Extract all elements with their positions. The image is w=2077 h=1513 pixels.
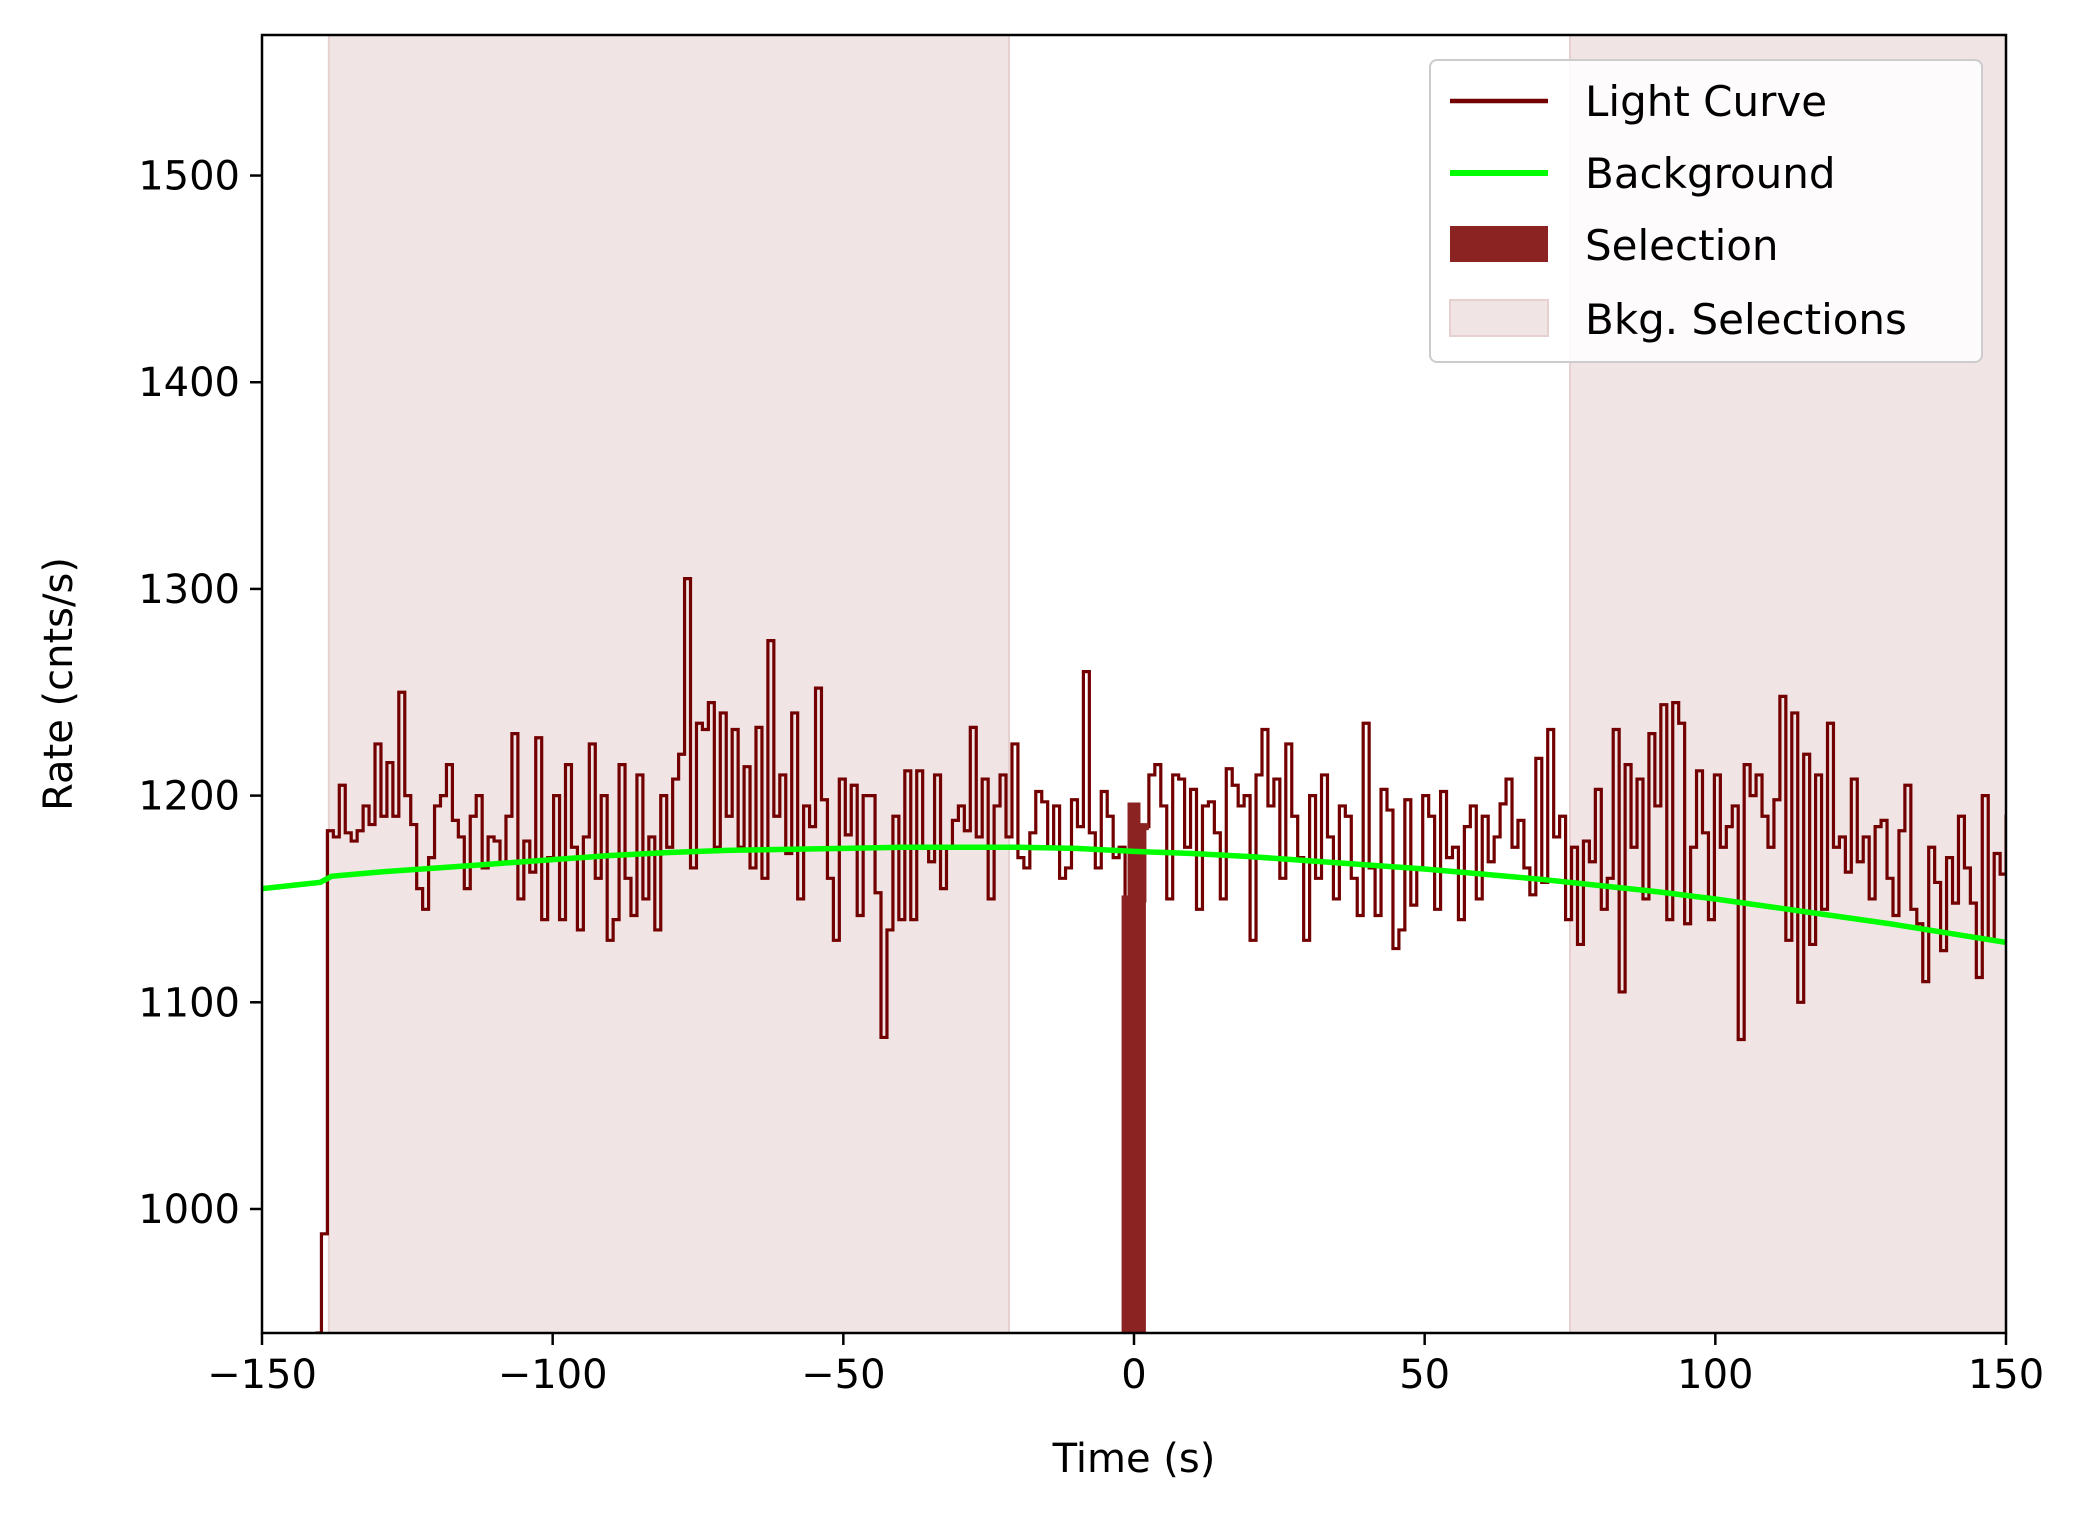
y-tick-label: 1500: [138, 154, 240, 200]
bkg-selection-region: [327, 35, 1011, 1333]
legend-light-curve-label: Light Curve: [1585, 77, 1827, 126]
light-curve-line: [315, 576, 2006, 1333]
x-tick-label: −50: [801, 1352, 885, 1398]
x-tick-label: 100: [1677, 1352, 1753, 1398]
y-tick-label: 1000: [138, 1187, 240, 1233]
y-tick-label: 1400: [138, 360, 240, 406]
x-tick-label: 0: [1121, 1352, 1146, 1398]
legend-selection-label: Selection: [1585, 221, 1779, 270]
legend-selection-swatch: [1450, 226, 1548, 262]
legend-frame: [1429, 59, 1983, 363]
y-tick-label: 1300: [138, 567, 240, 613]
x-tick-label: −150: [207, 1352, 317, 1398]
legend-background-label: Background: [1585, 149, 1836, 198]
y-axis-label: Rate (cnts/s): [36, 557, 82, 811]
x-axis: −150 −100 −50 0 50 100 150: [207, 1333, 2044, 1398]
x-tick-label: 150: [1968, 1352, 2044, 1398]
x-axis-label: Time (s): [1052, 1436, 1216, 1482]
y-tick-label: 1100: [138, 980, 240, 1026]
y-tick-label: 1200: [138, 774, 240, 820]
y-axis: 1000 1100 1200 1300 1400 1500: [138, 154, 262, 1233]
selection-region: [1128, 847, 1146, 1333]
x-tick-label: −100: [498, 1352, 608, 1398]
x-tick-label: 50: [1399, 1352, 1450, 1398]
legend: Light Curve Background Selection Bkg. Se…: [1429, 59, 1983, 363]
legend-bkg-selections-label: Bkg. Selections: [1585, 295, 1907, 344]
plot-area: [262, 35, 2006, 1333]
background-line: [262, 844, 2006, 946]
legend-bkg-selections-swatch: [1449, 299, 1549, 337]
